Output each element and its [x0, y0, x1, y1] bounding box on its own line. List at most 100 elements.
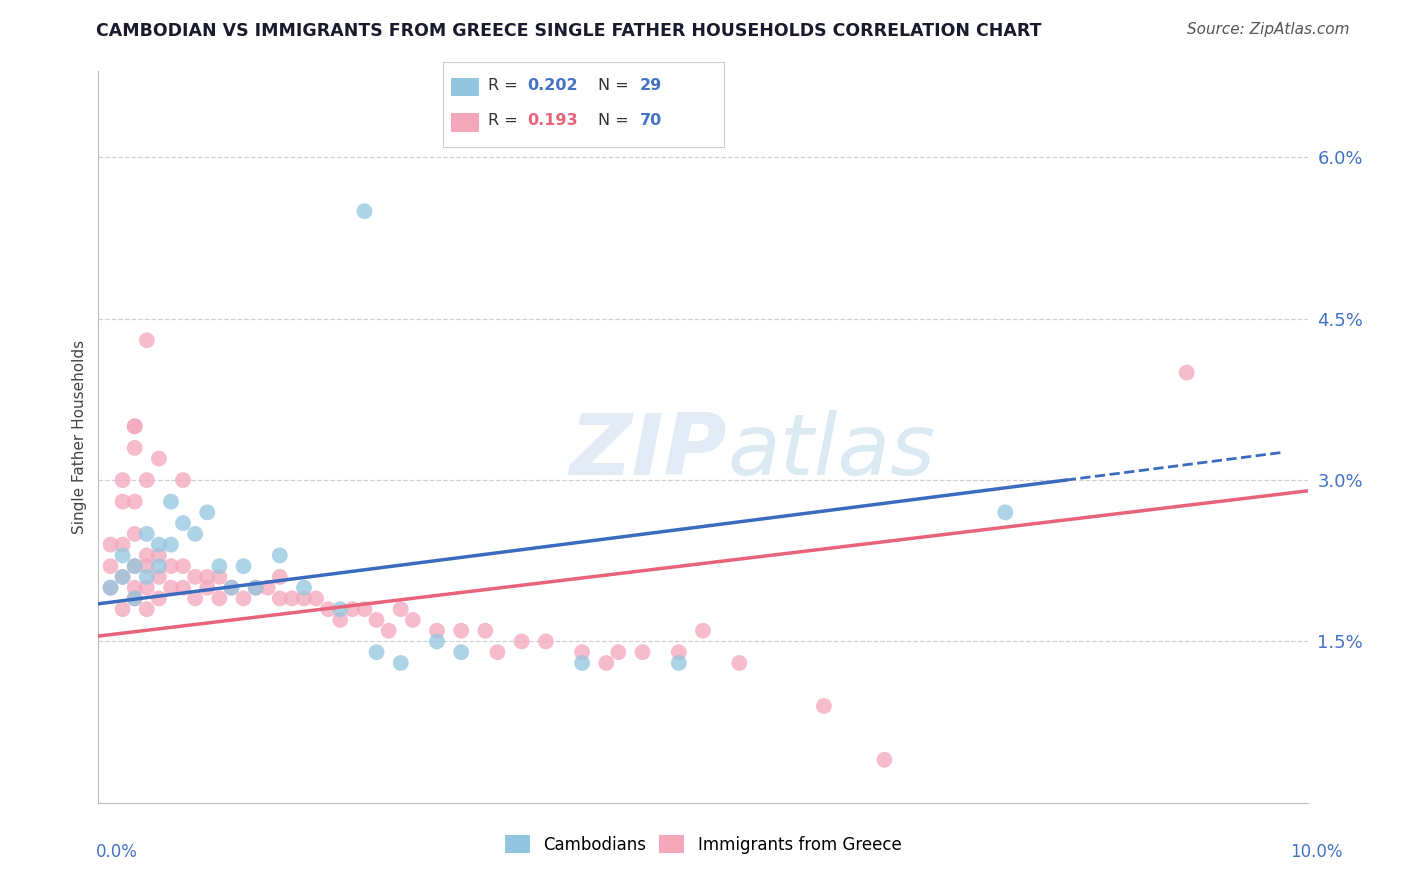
Point: [305, 591, 328, 606]
Point: [148, 570, 170, 584]
Point: [329, 602, 352, 616]
Point: [208, 591, 231, 606]
Point: [111, 549, 134, 563]
Text: N =: N =: [598, 113, 634, 128]
Point: [631, 645, 654, 659]
Point: [329, 613, 352, 627]
Point: [195, 505, 218, 519]
Point: [668, 645, 690, 659]
Y-axis label: Single Father Households: Single Father Households: [72, 340, 87, 534]
Point: [184, 591, 207, 606]
Point: [100, 538, 122, 552]
Point: [124, 419, 146, 434]
Point: [256, 581, 278, 595]
Point: [148, 591, 170, 606]
Point: [135, 570, 157, 584]
Point: [728, 656, 751, 670]
Point: [124, 559, 146, 574]
Point: [160, 559, 183, 574]
Text: 29: 29: [640, 78, 662, 93]
Point: [208, 570, 231, 584]
Text: atlas: atlas: [727, 410, 935, 493]
Point: [172, 559, 194, 574]
Point: [111, 602, 134, 616]
Point: [281, 591, 304, 606]
Point: [111, 473, 134, 487]
Point: [135, 581, 157, 595]
Point: [389, 602, 412, 616]
Point: [100, 581, 122, 595]
Point: [245, 581, 267, 595]
Point: [426, 624, 449, 638]
Point: [292, 591, 315, 606]
Point: [692, 624, 714, 638]
Point: [172, 516, 194, 530]
Point: [111, 494, 134, 508]
Point: [474, 624, 496, 638]
Point: [135, 333, 157, 347]
Point: [124, 527, 146, 541]
Point: [148, 559, 170, 574]
Point: [389, 656, 412, 670]
Text: N =: N =: [598, 78, 634, 93]
Point: [111, 570, 134, 584]
Point: [232, 559, 254, 574]
Text: 70: 70: [640, 113, 662, 128]
Point: [366, 613, 388, 627]
Point: [426, 634, 449, 648]
Point: [221, 581, 243, 595]
Text: 10.0%: 10.0%: [1291, 843, 1343, 861]
Text: Source: ZipAtlas.com: Source: ZipAtlas.com: [1187, 22, 1350, 37]
Point: [160, 494, 183, 508]
Point: [221, 581, 243, 595]
Point: [160, 581, 183, 595]
Point: [402, 613, 425, 627]
Point: [269, 570, 291, 584]
Point: [366, 645, 388, 659]
Point: [100, 581, 122, 595]
Point: [111, 570, 134, 584]
Point: [135, 473, 157, 487]
Bar: [451, 78, 479, 96]
Point: [148, 549, 170, 563]
Point: [353, 602, 375, 616]
Point: [450, 645, 472, 659]
Point: [245, 581, 267, 595]
Text: CAMBODIAN VS IMMIGRANTS FROM GREECE SINGLE FATHER HOUSEHOLDS CORRELATION CHART: CAMBODIAN VS IMMIGRANTS FROM GREECE SING…: [96, 22, 1040, 40]
Point: [160, 538, 183, 552]
Point: [135, 527, 157, 541]
Point: [148, 538, 170, 552]
Point: [232, 591, 254, 606]
Point: [135, 602, 157, 616]
Point: [184, 527, 207, 541]
Point: [135, 559, 157, 574]
Point: [353, 204, 375, 219]
Point: [124, 581, 146, 595]
Point: [450, 624, 472, 638]
Point: [124, 441, 146, 455]
Point: [486, 645, 509, 659]
Point: [269, 549, 291, 563]
Point: [595, 656, 617, 670]
Point: [124, 559, 146, 574]
Point: [607, 645, 630, 659]
Point: [124, 494, 146, 508]
Text: 0.0%: 0.0%: [96, 843, 138, 861]
Text: ZIP: ZIP: [569, 410, 727, 493]
Text: 0.193: 0.193: [527, 113, 578, 128]
Point: [208, 559, 231, 574]
Point: [571, 656, 593, 670]
Point: [172, 581, 194, 595]
Point: [195, 570, 218, 584]
Point: [124, 419, 146, 434]
Point: [195, 581, 218, 595]
Bar: [451, 113, 479, 132]
Point: [111, 538, 134, 552]
Point: [124, 591, 146, 606]
Text: 0.202: 0.202: [527, 78, 578, 93]
Point: [571, 645, 593, 659]
Point: [377, 624, 399, 638]
Point: [135, 549, 157, 563]
Text: R =: R =: [488, 78, 523, 93]
Point: [100, 559, 122, 574]
